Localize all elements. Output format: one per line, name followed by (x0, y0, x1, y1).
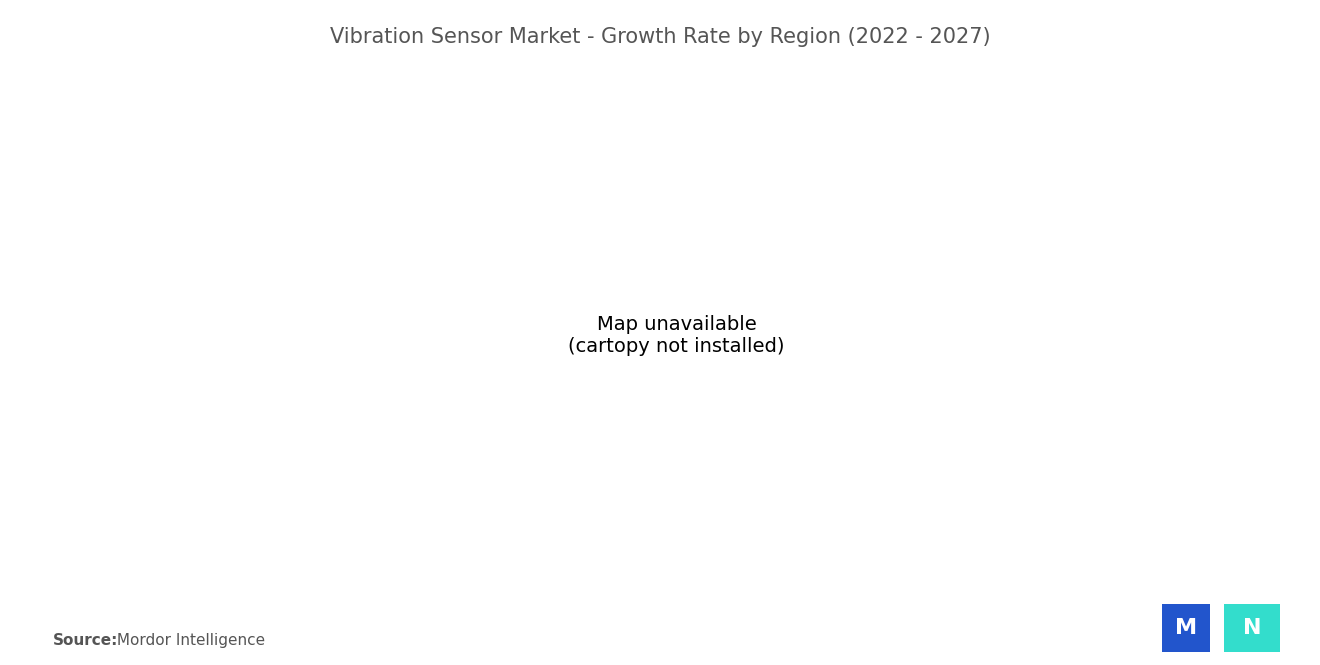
Polygon shape (1224, 604, 1280, 652)
Text: M: M (1175, 618, 1197, 638)
Text: Vibration Sensor Market - Growth Rate by Region (2022 - 2027): Vibration Sensor Market - Growth Rate by… (330, 27, 990, 47)
Text: N: N (1242, 618, 1262, 638)
Text: Source:: Source: (53, 633, 119, 648)
Text: Mordor Intelligence: Mordor Intelligence (112, 633, 265, 648)
Polygon shape (1162, 604, 1210, 652)
Text: Map unavailable
(cartopy not installed): Map unavailable (cartopy not installed) (568, 315, 785, 356)
